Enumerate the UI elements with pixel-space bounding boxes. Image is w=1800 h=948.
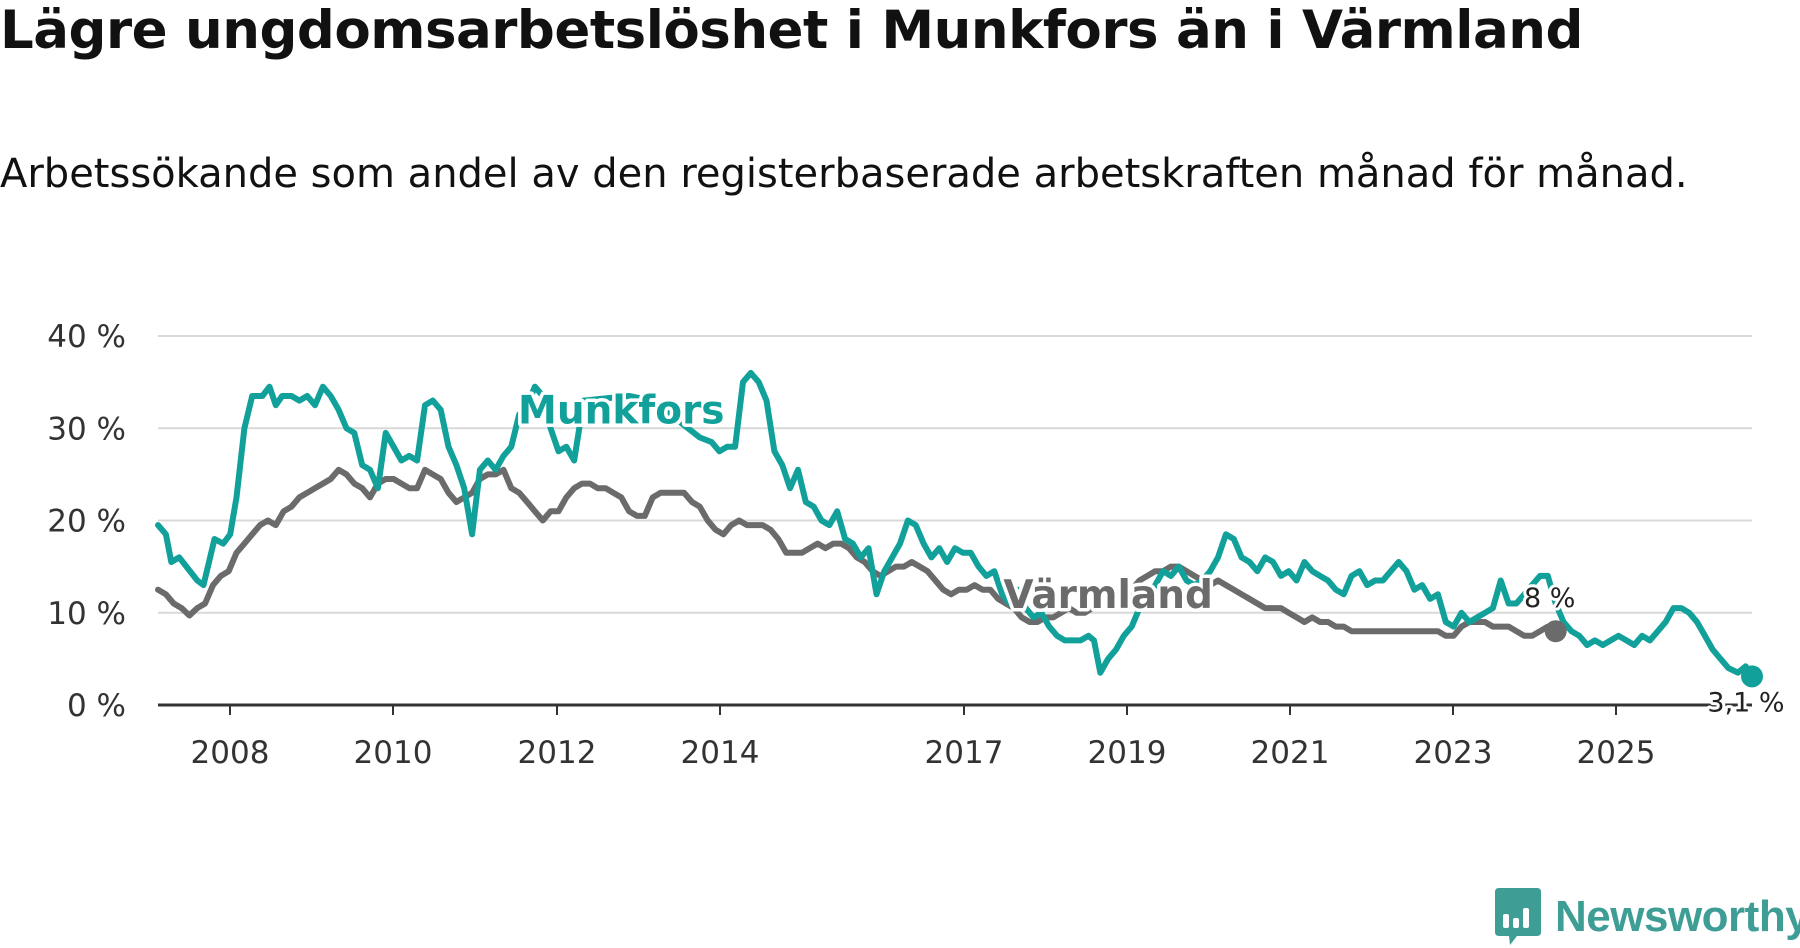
munkfors-line: [155, 369, 1755, 680]
varmland-label: Värmland: [1003, 573, 1213, 618]
munkfors-end-label: 3,1 %: [1707, 687, 1784, 718]
x-tick-label: 2012: [518, 735, 597, 771]
x-tick-label: 2014: [681, 735, 760, 771]
munkfors-label: Munkfors: [518, 389, 724, 434]
x-tick-label: 2023: [1414, 735, 1493, 771]
newsworthy-logo-text: Newsworthy: [1555, 892, 1800, 941]
y-tick-label: 30 %: [47, 411, 126, 447]
x-tick-label: 2017: [925, 735, 1004, 771]
y-tick-label: 10 %: [47, 596, 126, 632]
x-tick-label: 2021: [1251, 735, 1330, 771]
newsworthy-logo-icon: [1495, 888, 1541, 945]
x-tick-label: 2025: [1577, 735, 1656, 771]
y-tick-label: 40 %: [47, 319, 126, 355]
y-tick-label: 20 %: [47, 504, 126, 540]
newsworthy-logo: Newsworthy: [1493, 888, 1800, 946]
x-tick-label: 2010: [354, 735, 433, 771]
x-tick-label: 2019: [1088, 735, 1167, 771]
varmland-end-label: 8 %: [1524, 583, 1575, 614]
x-tick-label: 2008: [191, 735, 270, 771]
y-tick-label: 0 %: [67, 688, 126, 724]
varmland-line: [155, 466, 1559, 639]
chart-subtitle: Arbetssökande som andel av den registerb…: [0, 151, 1688, 197]
varmland-end-point: [1544, 620, 1567, 643]
chart-title: Lägre ungdomsarbetslöshet i Munkfors än …: [0, 0, 1583, 61]
munkfors-end-point: [1741, 665, 1763, 688]
